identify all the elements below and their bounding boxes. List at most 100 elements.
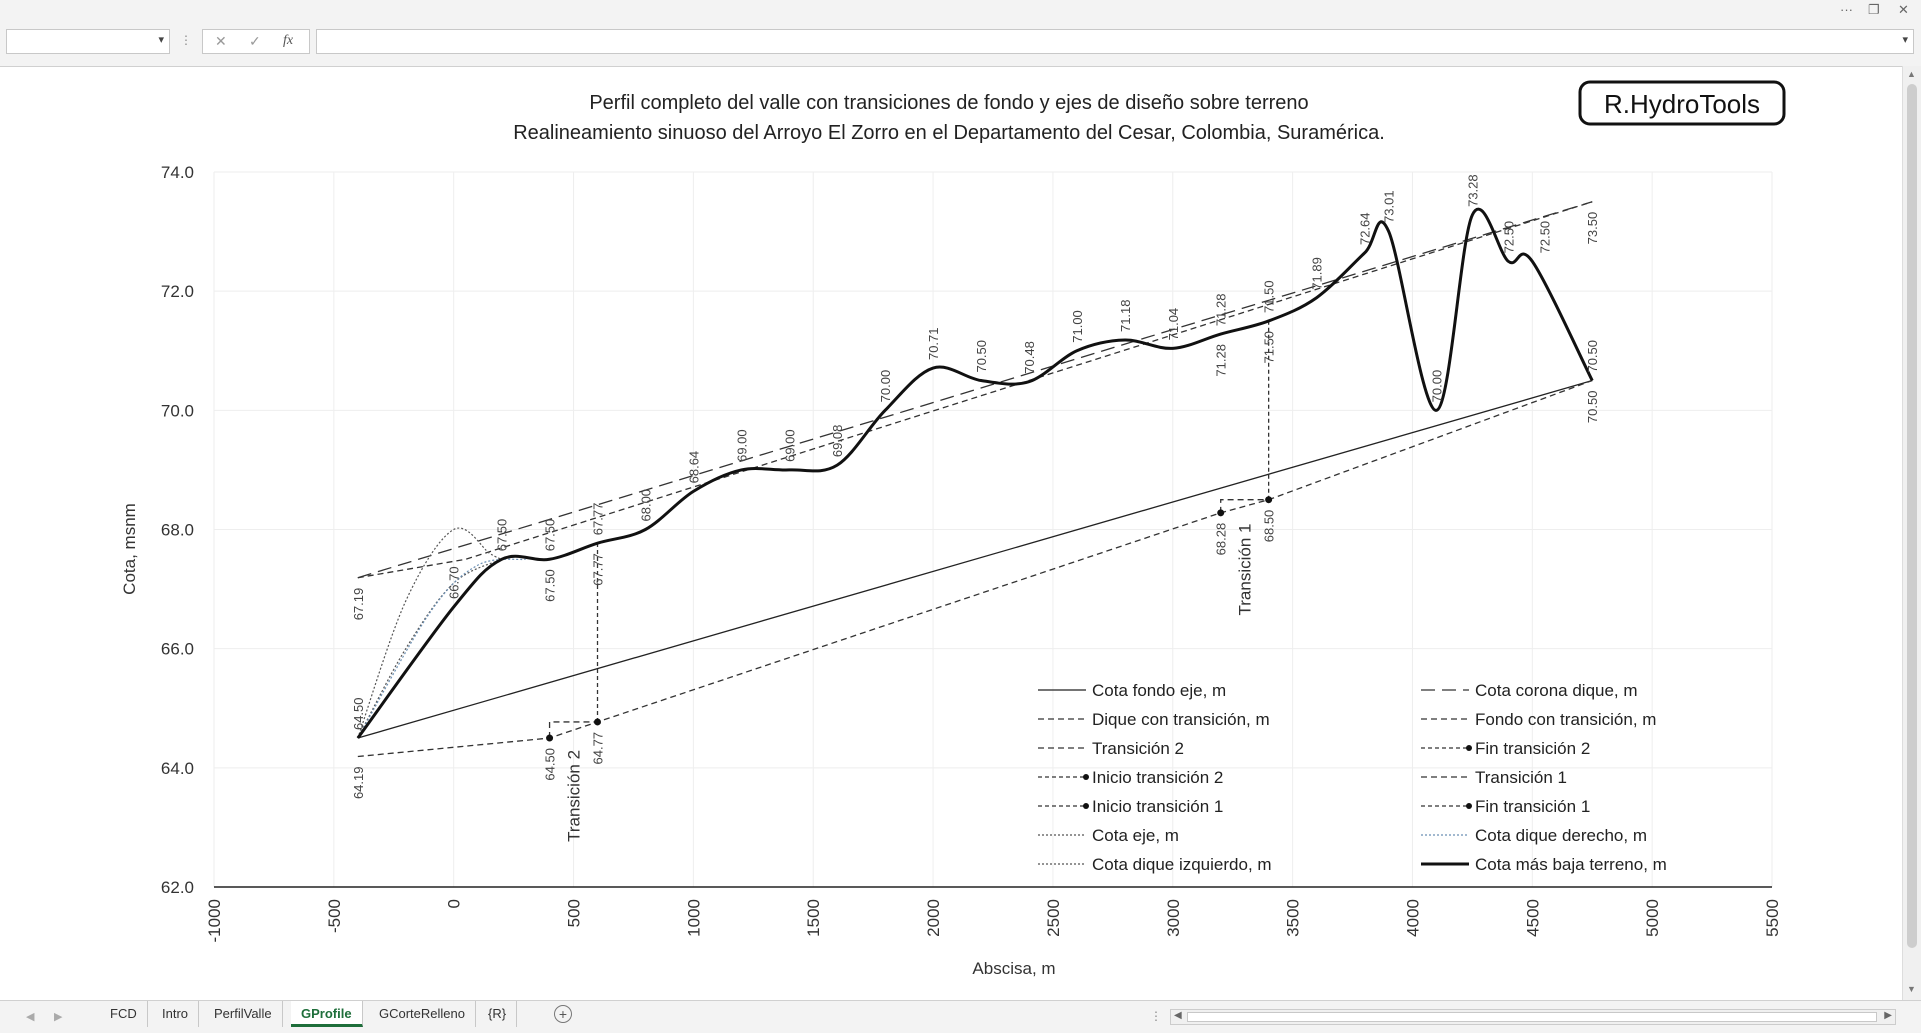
horizontal-scrollbar[interactable]: ◀ ▶ <box>1170 1009 1896 1025</box>
legend-item[interactable]: Inicio transición 1 <box>1038 797 1223 816</box>
x-tick-label: 0 <box>445 899 464 908</box>
data-label: 72.50 <box>1537 221 1552 254</box>
legend-item[interactable]: Cota fondo eje, m <box>1038 681 1226 700</box>
x-tick-label: 1500 <box>804 899 823 937</box>
legend-item[interactable]: Fin transición 1 <box>1421 797 1590 816</box>
marker-inicio-transicion-2[interactable] <box>546 734 554 742</box>
gridlines <box>213 171 1773 888</box>
legend-label: Cota más baja terreno, m <box>1475 855 1667 874</box>
series-transicion-2[interactable] <box>548 721 598 739</box>
legend-label: Cota corona dique, m <box>1475 681 1638 700</box>
axes: -1000 -500 0 500 1000 1500 2000 2500 3000 3500 400… <box>161 163 1782 942</box>
close-window-icon[interactable]: ✕ <box>1898 2 1909 17</box>
more-options-icon[interactable]: ··· <box>1840 2 1853 17</box>
y-tick-label: 68.0 <box>161 521 194 540</box>
legend-label: Inicio transición 2 <box>1092 768 1223 787</box>
data-label: 68.64 <box>686 451 701 484</box>
data-label: 71.50 <box>1262 331 1277 364</box>
data-label: 73.01 <box>1381 190 1396 223</box>
y-tick-label: 64.0 <box>161 759 194 778</box>
data-label: 70.00 <box>1429 370 1444 403</box>
vertical-dots-icon: ⋮ <box>1150 1009 1162 1023</box>
scroll-down-icon[interactable]: ▼ <box>1907 984 1916 994</box>
logo: R.HydroTools <box>1578 80 1786 126</box>
legend-item[interactable]: Transición 1 <box>1421 768 1567 787</box>
data-label: 73.50 <box>1585 212 1600 245</box>
marker-inicio-transicion-1[interactable] <box>1217 509 1225 517</box>
data-label: 69.08 <box>830 425 845 458</box>
legend-item[interactable]: Fin transición 2 <box>1421 739 1590 758</box>
legend-item[interactable]: Inicio transición 2 <box>1038 768 1223 787</box>
legend-label: Fondo con transición, m <box>1475 710 1656 729</box>
sheet-tab-gcorterelleno[interactable]: GCorteRelleno <box>369 1001 476 1027</box>
enter-icon[interactable]: ✓ <box>249 33 261 49</box>
chevron-down-icon[interactable]: ▾ <box>158 34 164 46</box>
sheet-tab-fcd[interactable]: FCD <box>100 1001 148 1027</box>
data-label: 71.28 <box>1214 344 1229 377</box>
legend: Cota fondo eje, m Cota corona dique, m Diq… <box>1038 681 1667 874</box>
sheet-tab-gprofile[interactable]: GProfile <box>291 1001 363 1027</box>
scroll-up-icon[interactable]: ▲ <box>1907 69 1916 79</box>
legend-item[interactable]: Cota corona dique, m <box>1421 681 1638 700</box>
y-tick-label: 62.0 <box>161 878 194 897</box>
name-box[interactable]: ▾ <box>6 29 170 54</box>
tab-scroll-right-icon[interactable]: ▶ <box>54 1011 63 1023</box>
legend-label: Fin transición 1 <box>1475 797 1590 816</box>
data-label: 70.50 <box>974 340 989 373</box>
marker-fin-transicion-2[interactable] <box>594 718 602 726</box>
sheet-tab-perfilvalle[interactable]: PerfilValle <box>204 1001 283 1027</box>
data-label: 70.71 <box>926 327 941 360</box>
series-cota-dique-izquierdo-m[interactable] <box>357 527 502 739</box>
insert-function-button[interactable]: fx <box>283 33 294 48</box>
chart-svg: Perfil completo del valle con transicion… <box>120 80 1786 978</box>
data-label: 71.28 <box>1214 294 1229 327</box>
vertical-scrollbar[interactable]: ▲ ▼ <box>1902 66 1921 1000</box>
chevron-down-icon[interactable]: ▾ <box>1902 34 1908 46</box>
sheet-tab-r[interactable]: {R} <box>478 1001 518 1027</box>
data-label: 68.50 <box>1262 510 1277 543</box>
scroll-right-icon[interactable]: ▶ <box>1884 1010 1892 1021</box>
add-sheet-button[interactable]: + <box>554 1005 572 1023</box>
series-transicion-1[interactable] <box>1220 499 1269 513</box>
chart-object[interactable]: Perfil completo del valle con transicion… <box>104 67 1794 1000</box>
series-cota-fondo-eje-m[interactable] <box>357 379 1593 739</box>
formula-input[interactable]: ▾ <box>316 29 1914 54</box>
data-label: 72.50 <box>1501 221 1516 254</box>
y-tick-label: 72.0 <box>161 282 194 301</box>
legend-marker <box>1466 803 1472 809</box>
logo-frame <box>1578 80 1786 126</box>
x-tick-label: 3000 <box>1164 899 1183 937</box>
legend-item[interactable]: Fondo con transición, m <box>1421 710 1656 729</box>
x-tick-label: 2500 <box>1044 899 1063 937</box>
legend-label: Cota dique derecho, m <box>1475 826 1647 845</box>
scroll-left-icon[interactable]: ◀ <box>1174 1010 1182 1021</box>
data-labels: 67.19 64.50 64.19 66.70 67.50 67.50 67.50 67.77… <box>351 174 1600 842</box>
legend-item[interactable]: Cota dique izquierdo, m <box>1038 855 1272 874</box>
data-label: 68.28 <box>1214 523 1229 556</box>
legend-item[interactable]: Dique con transición, m <box>1038 710 1270 729</box>
restore-window-icon[interactable]: ❐ <box>1868 2 1880 17</box>
data-label: 64.19 <box>351 767 366 800</box>
cancel-icon[interactable]: ✕ <box>215 33 227 49</box>
series-fondo-con-transicion-m[interactable] <box>357 379 1593 758</box>
legend-item[interactable]: Cota dique derecho, m <box>1421 826 1647 845</box>
y-axis-label: Cota, msnm <box>120 503 139 595</box>
scroll-thumb[interactable] <box>1907 84 1917 948</box>
legend-item[interactable]: Cota eje, m <box>1038 826 1179 845</box>
series-cota-eje-m[interactable] <box>357 558 502 739</box>
sheet-tab-intro[interactable]: Intro <box>152 1001 200 1027</box>
marker-fin-transicion-1[interactable] <box>1265 496 1273 504</box>
series-cota-corona-dique-m[interactable] <box>357 201 1593 579</box>
scroll-thumb[interactable] <box>1187 1012 1877 1022</box>
legend-item[interactable]: Transición 2 <box>1038 739 1184 758</box>
legend-label: Cota dique izquierdo, m <box>1092 855 1272 874</box>
series-cota-mas-baja-terreno-m[interactable] <box>356 207 1594 739</box>
legend-marker <box>1466 745 1472 751</box>
legend-label: Transición 2 <box>1092 739 1184 758</box>
tab-scroll-left-icon[interactable]: ◀ <box>26 1011 35 1023</box>
legend-label: Cota fondo eje, m <box>1092 681 1226 700</box>
legend-label: Fin transición 2 <box>1475 739 1590 758</box>
vertical-dots-icon: ⋮ <box>180 33 192 47</box>
y-tick-label: 70.0 <box>161 401 194 420</box>
legend-item[interactable]: Cota más baja terreno, m <box>1421 855 1667 874</box>
